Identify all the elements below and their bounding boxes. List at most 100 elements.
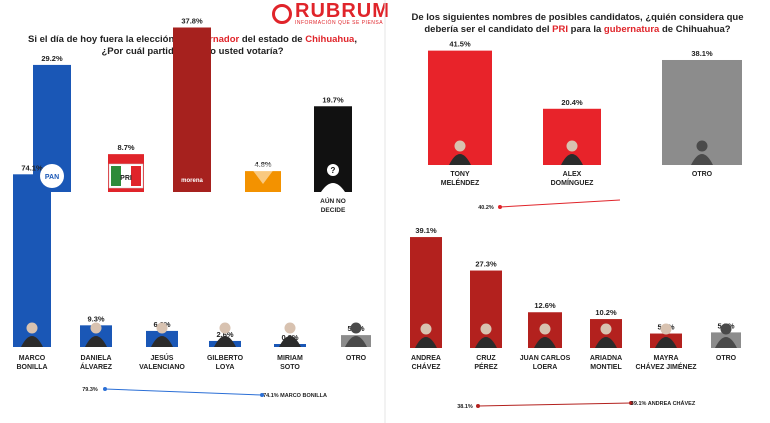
avatar-head-3-0	[420, 323, 432, 335]
value-label-3-3: 10.2%	[595, 308, 617, 317]
category-label-3-2-1: LOERA	[533, 364, 558, 371]
right-title: De los siguientes nombres de posibles ca…	[385, 12, 770, 36]
trend-end-label-bonilla: 74.1% MARCO BONILLA	[263, 393, 327, 399]
morena-logo-text: morena	[181, 178, 203, 184]
avatar-body-1-2	[151, 336, 173, 347]
avatar-head-2-2	[696, 140, 708, 152]
category-label-1-4-1: SOTO	[280, 364, 300, 371]
trend-start-label-tony: 40.2%	[478, 205, 494, 211]
avatar-head-1-0	[26, 322, 38, 334]
category-label-0-4-0: AÚN NO	[320, 196, 346, 205]
category-label-3-4-1: CHÁVEZ JIMÉNEZ	[635, 362, 697, 371]
trend-start-point-bonilla	[103, 387, 107, 391]
undecided-head-icon	[327, 164, 339, 176]
category-label-2-1-1: DOMÍNGUEZ	[551, 178, 595, 187]
avatar-head-1-3	[219, 322, 231, 334]
category-label-2-0-0: TONY	[450, 171, 470, 178]
left-title-highlight: Chihuahua	[305, 34, 355, 45]
trend-end-point-andrea	[629, 401, 633, 405]
category-label-3-0-1: CHÁVEZ	[412, 362, 442, 371]
trend-start-label-bonilla: 79.3%	[82, 387, 98, 393]
avatar-head-3-3	[600, 323, 612, 335]
avatar-head-3-5	[720, 323, 732, 335]
trend-line-bonilla	[104, 388, 263, 396]
avatar-body-1-0	[21, 336, 43, 347]
bar-1-0	[13, 174, 51, 347]
avatar-body-2-2	[691, 154, 713, 165]
value-label-3-2: 12.6%	[534, 301, 556, 310]
pri-logo-text: PRI	[120, 175, 132, 182]
trend-end-label-andrea: 39.1% ANDREA CHÁVEZ	[631, 400, 696, 407]
right-title-line1: De los siguientes nombres de posibles ca…	[411, 12, 744, 23]
avatar-body-1-3	[214, 336, 236, 347]
avatar-head-2-0	[454, 140, 466, 152]
mc-logo-icon	[248, 164, 278, 184]
avatar-head-1-5	[350, 322, 362, 334]
right-title-highlight: gubernatura	[603, 24, 660, 35]
bar-3-1	[470, 270, 502, 348]
avatar-body-3-1	[475, 337, 497, 348]
category-label-1-2-1: VALENCIANO	[139, 364, 185, 371]
value-label-2-1: 20.4%	[561, 98, 583, 107]
value-label-0-1: 8.7%	[117, 143, 134, 152]
right-title-highlight: PRI	[552, 24, 568, 35]
left-title-part: ,	[354, 34, 357, 45]
left-title-highlight: Gobernador	[184, 34, 240, 45]
brand-name: RUBRUM	[295, 0, 390, 22]
value-label-1-1: 9.3%	[87, 314, 104, 323]
value-label-2-0: 41.5%	[449, 40, 471, 49]
value-label-0-0: 29.2%	[41, 54, 63, 63]
trend-start-label-andrea: 38.1%	[457, 404, 473, 410]
value-label-0-4: 19.7%	[322, 95, 344, 104]
avatar-body-3-4	[655, 337, 677, 348]
pan-logo-text: PAN	[45, 174, 59, 181]
category-label-1-1-1: ÁLVAREZ	[80, 362, 113, 371]
avatar-head-2-1	[566, 140, 578, 152]
value-label-3-0: 39.1%	[415, 226, 437, 235]
avatar-body-3-0	[415, 337, 437, 348]
category-label-3-1-0: CRUZ	[476, 355, 496, 362]
trend-start-point-andrea	[476, 404, 480, 408]
category-label-1-5-0: OTRO	[346, 355, 367, 362]
right-title-part: para la	[568, 24, 604, 35]
category-label-1-3-1: LOYA	[216, 364, 235, 371]
category-label-1-3-0: GILBERTO	[207, 355, 244, 362]
right-title-part: de Chihuahua?	[659, 24, 731, 35]
avatar-body-1-5	[345, 336, 367, 347]
trend-end-point-bonilla	[260, 393, 264, 397]
avatar-head-1-2	[156, 322, 168, 334]
pri-logo-red	[131, 166, 141, 186]
value-label-3-1: 27.3%	[475, 260, 497, 269]
category-label-3-3-1: MONTIEL	[590, 364, 622, 371]
category-label-3-4-0: MAYRA	[653, 355, 678, 362]
pan-logo-icon	[40, 164, 64, 188]
avatar-head-1-4	[284, 322, 296, 334]
bar-0-2	[173, 27, 211, 192]
avatar-body-1-1	[85, 336, 107, 347]
brand-tagline: INFORMACIÓN QUE SE PIENSA	[295, 20, 384, 26]
trend-line-tony	[499, 199, 621, 208]
value-label-0-2: 37.8%	[181, 16, 203, 25]
left-title-part: Si el día de hoy fuera la elección a	[28, 34, 185, 45]
avatar-head-3-1	[480, 323, 492, 335]
category-label-0-4-1: DECIDE	[321, 207, 346, 214]
category-label-2-0-1: MELÉNDEZ	[441, 178, 480, 187]
value-label-1-0: 74.1%	[21, 163, 43, 172]
question-mark-icon: ?	[331, 166, 336, 175]
category-label-3-5-0: OTRO	[716, 355, 737, 362]
avatar-head-3-4	[660, 323, 672, 335]
avatar-body-1-4	[279, 336, 301, 347]
avatar-body-3-3	[595, 337, 617, 348]
left-title-part: del estado de	[239, 34, 306, 45]
value-label-2-2: 38.1%	[691, 49, 713, 58]
category-label-3-2-0: JUAN CARLOS	[520, 355, 571, 362]
category-label-2-1-0: ALEX	[563, 171, 582, 178]
avatar-head-3-2	[539, 323, 551, 335]
category-label-1-4-0: MIRIAM	[277, 355, 303, 362]
avatar-body-3-2	[534, 337, 556, 348]
avatar-body-3-5	[715, 337, 737, 348]
category-label-3-3-0: ARIADNA	[590, 355, 622, 362]
category-label-2-2-0: OTRO	[692, 171, 713, 178]
avatar-body-2-1	[561, 154, 583, 165]
avatar-body-2-0	[449, 154, 471, 165]
